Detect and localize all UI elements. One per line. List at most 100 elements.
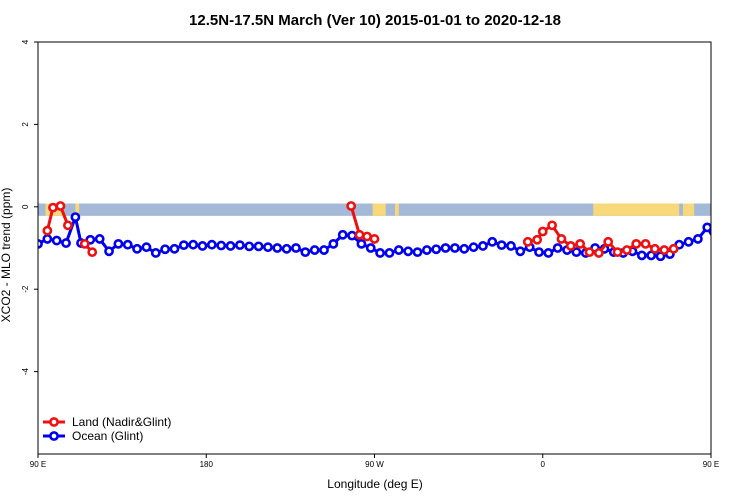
data-point (384, 248, 395, 258)
data-point (141, 242, 152, 253)
data-point (309, 245, 320, 255)
land-band-segment (395, 203, 399, 216)
data-point (347, 230, 357, 241)
data-point (48, 202, 58, 213)
data-point (522, 236, 533, 247)
data-point (534, 247, 544, 258)
data-point (593, 248, 604, 258)
legend-item: Ocean (Glint) (43, 429, 143, 443)
x-tick-label: 0 (541, 460, 546, 469)
data-point (178, 240, 189, 251)
x-tick-label: 90 W (365, 460, 384, 469)
data-point (552, 243, 563, 253)
data-point (375, 248, 386, 258)
legend-swatch-marker (49, 431, 59, 441)
data-point (132, 243, 142, 254)
data-point (244, 241, 255, 252)
data-point (160, 244, 171, 255)
data-point (113, 238, 124, 249)
data-point (515, 246, 526, 257)
data-point (197, 241, 208, 251)
data-point (393, 245, 404, 255)
y-tick-label: -2 (21, 285, 30, 293)
data-point (403, 246, 414, 257)
data-point (683, 236, 694, 247)
data-point (468, 242, 479, 253)
y-axis-label: XCO2 - MLO trend (ppm) (0, 188, 13, 323)
data-point (70, 212, 81, 222)
data-point (94, 234, 105, 244)
data-point (87, 247, 98, 258)
data-point (169, 243, 180, 254)
data-point (104, 246, 114, 257)
data-point (543, 248, 554, 258)
data-point (584, 247, 595, 258)
data-point (487, 236, 498, 247)
data-point (659, 245, 670, 255)
data-point (556, 234, 567, 244)
x-tick-label: 180 (200, 460, 214, 469)
data-point (63, 220, 73, 231)
series-layer (38, 201, 711, 262)
data-point (449, 243, 460, 253)
legend-label: Ocean (Glint) (72, 429, 143, 443)
data-point (55, 201, 66, 211)
data-point (440, 243, 451, 253)
data-point (356, 238, 367, 249)
data-point (42, 225, 53, 236)
data-point (532, 234, 543, 245)
data-point (51, 235, 62, 246)
x-axis-label: Longitude (deg E) (327, 477, 422, 491)
land-band-segment (75, 203, 80, 216)
data-point (636, 250, 647, 261)
data-point (346, 201, 357, 211)
data-point (253, 241, 264, 252)
data-point (575, 238, 586, 249)
x-tick-label: 90 E (703, 460, 719, 469)
data-point (702, 222, 711, 233)
data-point (668, 243, 679, 254)
data-point (42, 234, 53, 244)
data-point (631, 238, 642, 249)
data-point (571, 247, 582, 258)
x-tick-label: 90 E (30, 460, 46, 469)
data-point (506, 241, 516, 251)
legend-swatch-marker (49, 417, 59, 427)
data-point (61, 238, 71, 248)
data-point (693, 234, 703, 244)
data-point (300, 247, 311, 258)
data-point (459, 243, 470, 254)
y-tick-label: 4 (21, 39, 30, 44)
legend-label: Land (Nadir&Glint) (72, 415, 171, 429)
legend-item: Land (Nadir&Glint) (43, 415, 171, 429)
data-point (122, 239, 133, 250)
data-point (319, 245, 329, 255)
data-point (362, 231, 372, 242)
data-point (640, 238, 651, 249)
data-point (263, 242, 273, 253)
data-point (478, 241, 488, 251)
data-point (206, 239, 217, 250)
data-point (431, 244, 442, 255)
data-point (496, 240, 507, 251)
y-axis: -4 -2 0 2 4 (21, 39, 38, 375)
data-point (565, 241, 576, 251)
data-point (328, 238, 339, 249)
background-band (38, 203, 711, 216)
data-point (603, 236, 614, 247)
data-point (365, 243, 376, 253)
chart-title: 12.5N-17.5N March (Ver 10) 2015-01-01 to… (189, 12, 561, 29)
data-point (650, 243, 660, 254)
data-point (281, 243, 292, 254)
data-point (354, 229, 365, 240)
legend: Land (Nadir&Glint)Ocean (Glint) (43, 415, 171, 443)
data-point (337, 229, 348, 240)
land-band-segment (372, 203, 386, 216)
data-point (369, 234, 380, 244)
land-band-segment (682, 203, 695, 216)
data-point (79, 238, 90, 249)
data-point (421, 245, 432, 255)
data-point (272, 243, 283, 253)
